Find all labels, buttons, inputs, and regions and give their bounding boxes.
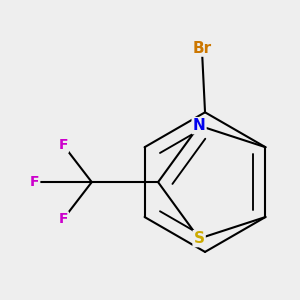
- Text: S: S: [194, 231, 205, 246]
- Text: F: F: [58, 138, 68, 152]
- Text: F: F: [58, 212, 68, 226]
- Text: N: N: [193, 118, 206, 133]
- Text: F: F: [30, 175, 39, 189]
- Text: Br: Br: [192, 40, 212, 56]
